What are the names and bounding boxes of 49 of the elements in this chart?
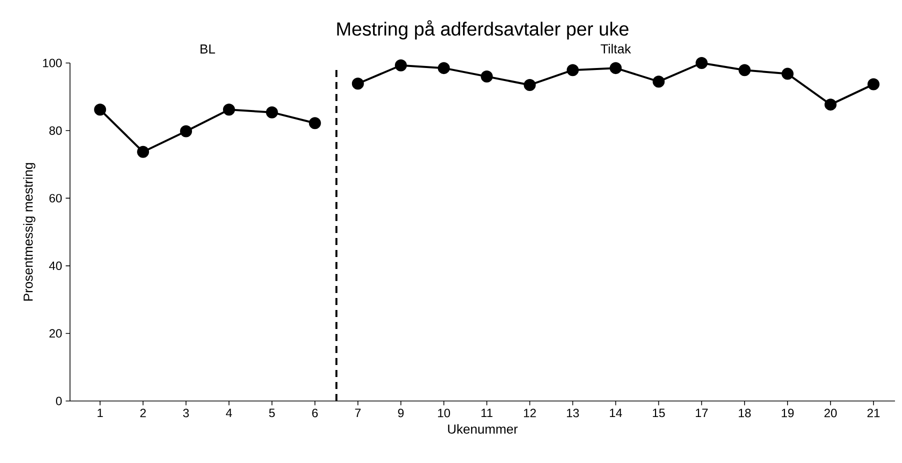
point — [222, 104, 235, 116]
x-tick-label: 13 — [566, 408, 579, 418]
y-axis-title: Prosentmessig mestring — [23, 163, 36, 301]
x-tick-label: 15 — [652, 408, 665, 418]
point — [824, 98, 837, 111]
x-tick-label: 20 — [824, 408, 837, 418]
point — [308, 117, 321, 130]
x-axis-title: Ukenummer — [448, 424, 518, 434]
x-tick-label: 4 — [226, 408, 232, 418]
x-tick-label: 19 — [782, 408, 794, 418]
point — [352, 78, 364, 90]
point — [738, 64, 751, 76]
x-tick-label: 5 — [269, 408, 275, 418]
point — [480, 70, 493, 83]
x-tick-label: 10 — [438, 408, 450, 418]
point — [394, 59, 407, 72]
point — [180, 125, 192, 138]
x-tick-label: 6 — [312, 408, 318, 418]
y-tick-label: 80 — [49, 126, 62, 135]
y-tick-label: 20 — [49, 329, 62, 338]
y-tick-label: 60 — [49, 194, 62, 202]
point — [566, 64, 579, 76]
chart-title: Mestring på adferdsavtaler per uke — [337, 20, 628, 40]
point — [438, 62, 450, 74]
x-tick-label: 18 — [738, 408, 751, 418]
x-tick-label: 17 — [696, 408, 708, 418]
point — [652, 76, 665, 88]
x-tick-label: 3 — [183, 408, 189, 418]
x-tick-label: 14 — [610, 408, 622, 418]
point — [524, 78, 536, 91]
y-tick-label: 100 — [43, 58, 62, 68]
point — [137, 146, 150, 158]
point — [94, 104, 106, 116]
point — [868, 78, 880, 90]
x-tick-label: 2 — [140, 408, 146, 418]
x-tick-label: 21 — [867, 408, 880, 418]
x-tick-label: 11 — [481, 408, 492, 418]
text: BL — [200, 44, 216, 54]
x-tick-label: 1 — [98, 408, 103, 418]
y-tick-label: 40 — [49, 262, 62, 270]
point — [696, 56, 708, 69]
x-tick-label: 12 — [524, 408, 536, 418]
text: Tiltak — [600, 44, 632, 54]
y-tick-label: 0 — [56, 396, 62, 406]
point — [266, 106, 278, 118]
x-tick-label: 7 — [355, 408, 361, 418]
x-tick-label: 9 — [398, 408, 404, 418]
point — [782, 68, 794, 80]
point — [610, 62, 622, 74]
